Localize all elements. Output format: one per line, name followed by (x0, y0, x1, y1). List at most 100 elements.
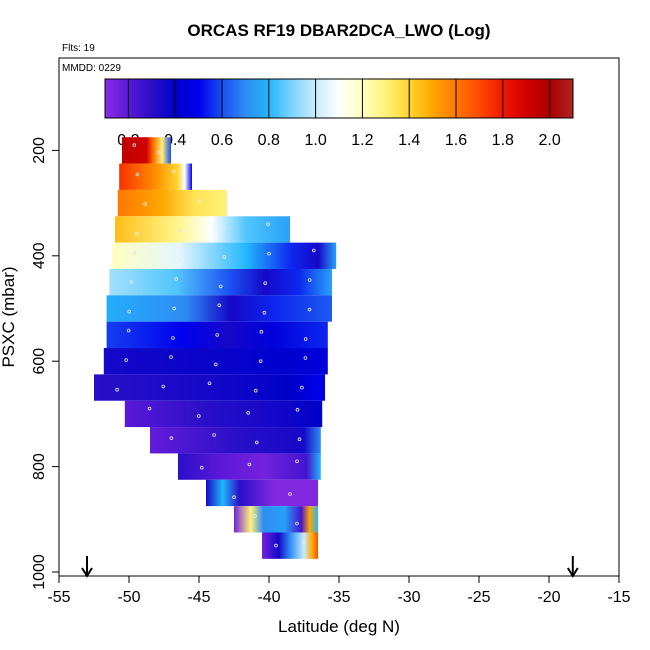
track-point (303, 337, 308, 341)
track-point (212, 433, 216, 437)
colorbar-tick-label: 0.8 (258, 132, 280, 149)
colorbar-tick-label: 1.4 (398, 132, 420, 149)
heatmap-row-650 (94, 374, 325, 401)
date-label: MMDD: 0229 (62, 63, 121, 74)
heatmap-row-950 (262, 532, 318, 559)
track-point (295, 407, 300, 412)
track-point (295, 459, 299, 464)
track-point (132, 250, 137, 255)
track-point (129, 280, 134, 284)
track-point (232, 495, 236, 500)
chart-title: ORCAS RF19 DBAR2DCA_LWO (Log) (187, 21, 490, 40)
track-point (295, 521, 299, 526)
colorbar-tick-label: 2.0 (538, 132, 560, 149)
track-point (172, 306, 177, 311)
colorbar-tick-label: 0.6 (211, 132, 233, 149)
track-point (178, 228, 183, 233)
heatmap-row-500 (106, 295, 332, 322)
x-tick-label: -50 (117, 589, 140, 606)
track-point (218, 284, 223, 289)
track-point (258, 359, 263, 364)
y-axis-label: PSXC (mbar) (0, 266, 18, 367)
heatmap-row-750 (150, 427, 321, 454)
heatmap-row-350 (115, 216, 290, 243)
track-point (302, 540, 306, 545)
heatmap-row-600 (103, 348, 328, 375)
track-point (222, 255, 227, 259)
track-point (200, 465, 204, 470)
track-point (132, 143, 137, 147)
x-tick-label: -35 (327, 589, 350, 606)
track-point (207, 381, 212, 386)
track-point (253, 388, 258, 393)
x-tick-label: -45 (187, 589, 210, 606)
track-point (214, 362, 218, 367)
x-tick-label: -40 (257, 589, 280, 606)
track-point (246, 410, 251, 415)
track-point (307, 307, 312, 312)
colorbar-tick-label: 1.6 (445, 132, 467, 149)
track-point (177, 258, 182, 262)
track-point (267, 251, 271, 256)
track-point (174, 277, 179, 281)
x-tick-label: -30 (397, 589, 420, 606)
track-point (274, 543, 278, 548)
down-arrow-icon (566, 556, 579, 578)
track-point (300, 385, 304, 390)
track-point (135, 231, 139, 236)
heatmap-cells (94, 137, 337, 559)
track-point (197, 414, 201, 418)
heatmap-row-900 (234, 506, 318, 533)
track-point (253, 514, 257, 518)
track-point (303, 356, 308, 360)
track-point (161, 384, 166, 389)
track-point (172, 169, 176, 174)
colorbar-gradient (104, 78, 574, 119)
colorbar-tick-label: 1.2 (351, 132, 373, 149)
heatmap-row-250 (119, 163, 192, 190)
track-point (127, 309, 131, 314)
track-point (147, 406, 152, 411)
track-point (197, 199, 202, 203)
colorbar-tick-label: 1.0 (304, 132, 326, 149)
x-tick-label: -20 (537, 589, 560, 606)
x-axis: -55 -50 -45 -40 -35 -30 -25 -20 -15 (47, 575, 631, 606)
track-point (171, 336, 175, 340)
track-point (297, 437, 302, 442)
x-axis-label: Latitude (deg N) (278, 617, 400, 636)
y-tick-label: 1000 (31, 554, 48, 590)
track-point (259, 329, 264, 334)
y-tick-label: 200 (31, 137, 48, 164)
heatmap-row-300 (117, 189, 227, 217)
track-point (262, 310, 267, 315)
colorbar-tick-label: 1.8 (492, 132, 514, 149)
x-tick-label: -15 (607, 589, 630, 606)
heatmap-row-200 (122, 137, 171, 164)
track-point (143, 202, 147, 207)
y-tick-label: 600 (31, 348, 48, 375)
flights-label: Flts: 19 (62, 43, 95, 54)
latitude-arrows (81, 556, 579, 578)
y-axis: 200 400 600 800 1000 (31, 137, 60, 590)
y-tick-label: 800 (31, 453, 48, 480)
heatmap-row-850 (206, 479, 318, 507)
track-point (215, 333, 220, 337)
track-point (254, 440, 259, 445)
heatmap-row-450 (109, 268, 333, 296)
track-point (247, 462, 252, 467)
down-arrow-icon (81, 556, 93, 578)
track-point (263, 281, 268, 286)
flight-track-points (115, 143, 316, 548)
x-tick-label: -25 (467, 589, 490, 606)
track-point (288, 492, 292, 496)
track-point (307, 278, 312, 282)
heatmap-row-550 (106, 321, 328, 349)
track-point (157, 150, 161, 155)
track-point (135, 172, 140, 177)
track-point (124, 358, 128, 362)
track-point (222, 225, 227, 230)
track-point (217, 303, 222, 308)
x-tick-label: -55 (47, 589, 70, 606)
colorbar: 0.20.40.60.81.01.21.41.61.82.0 (104, 78, 574, 149)
